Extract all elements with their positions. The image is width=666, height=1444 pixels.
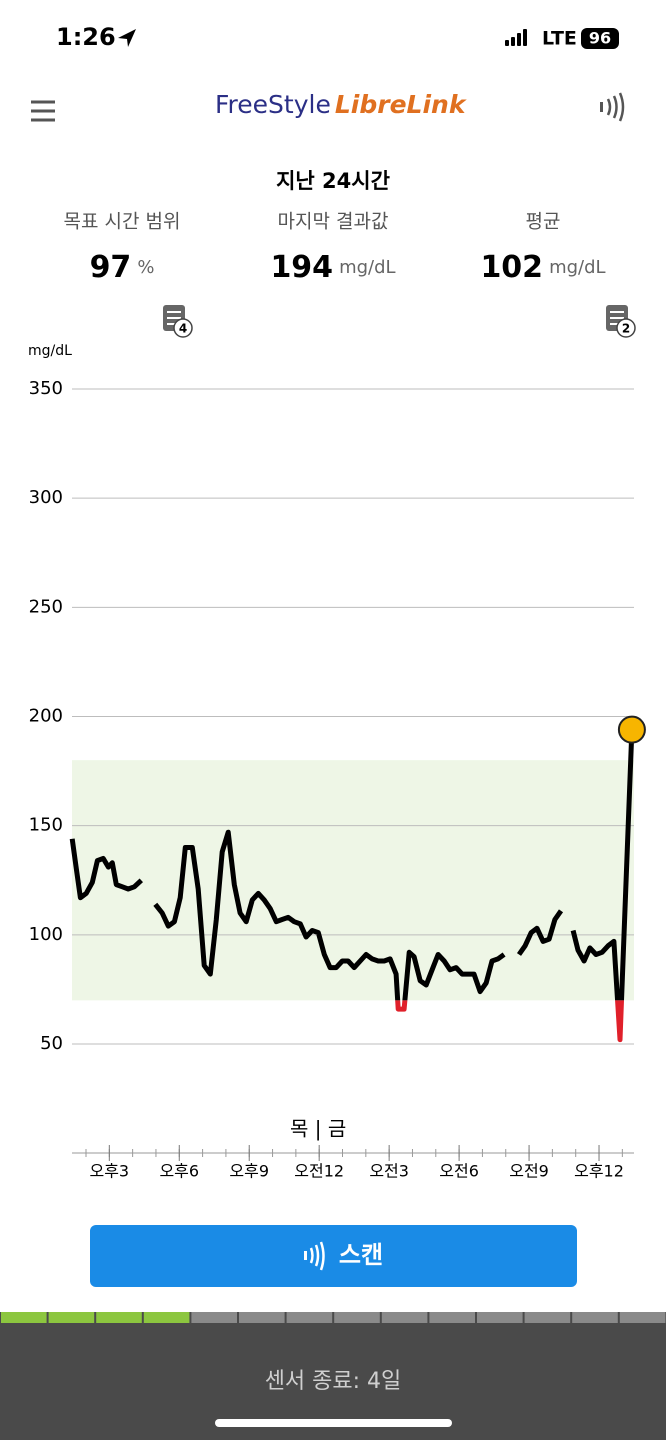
summary-title: 지난 24시간 bbox=[276, 169, 390, 193]
note-badge bbox=[173, 318, 193, 338]
progress-segment bbox=[524, 1312, 571, 1323]
status-time: 1:26 bbox=[56, 23, 116, 51]
scan-button-icon bbox=[304, 1241, 325, 1271]
logo-part: FreeStyle bbox=[215, 90, 331, 119]
y-tick-label: 150 bbox=[29, 815, 63, 836]
menu-button[interactable] bbox=[31, 100, 55, 122]
progress-segment bbox=[381, 1312, 428, 1323]
progress-segment bbox=[477, 1312, 523, 1323]
sensor-status: 센서 종료: 4일 bbox=[265, 1369, 402, 1394]
progress-segment bbox=[96, 1312, 142, 1323]
y-tick-label: 350 bbox=[29, 378, 63, 399]
location-icon bbox=[118, 29, 136, 47]
progress-segment bbox=[143, 1312, 190, 1323]
y-tick-label: 300 bbox=[29, 487, 63, 508]
progress-segment bbox=[1, 1312, 47, 1323]
note-count: 2 bbox=[622, 322, 630, 336]
progress-segment bbox=[286, 1312, 333, 1323]
glucose-line bbox=[69, 729, 635, 1001]
note-icon[interactable]: 4 bbox=[163, 305, 193, 338]
x-tick-label: 오전6 bbox=[439, 1162, 479, 1181]
logo: FreeStyle LibreLink bbox=[215, 90, 467, 119]
x-tick-label: 오전9 bbox=[509, 1162, 549, 1181]
x-tick-label: 오후6 bbox=[159, 1162, 199, 1181]
scan-button-label: 스캔 bbox=[339, 1241, 383, 1269]
progress-segment bbox=[619, 1312, 666, 1323]
day-label: 목 | 금 bbox=[290, 1117, 346, 1141]
progress-segment bbox=[334, 1312, 380, 1323]
stat-unit: mg/dL bbox=[339, 257, 395, 278]
scan-icon[interactable] bbox=[600, 92, 625, 122]
target-range bbox=[72, 760, 634, 1001]
note-badge bbox=[616, 318, 636, 338]
stat-label: 마지막 결과값 bbox=[278, 211, 389, 233]
sensor-progress bbox=[1, 1312, 666, 1323]
progress-segment bbox=[48, 1312, 95, 1323]
stat-unit: % bbox=[137, 257, 154, 278]
stat-number: 194 bbox=[270, 250, 333, 285]
y-tick-label: 50 bbox=[40, 1033, 63, 1054]
network-label: LTE bbox=[542, 28, 577, 50]
progress-segment bbox=[572, 1312, 618, 1323]
stat-value: 194 mg/dL bbox=[270, 250, 395, 285]
battery bbox=[581, 28, 619, 49]
home-indicator bbox=[215, 1419, 452, 1427]
stat-number: 102 bbox=[480, 250, 543, 285]
x-tick-label: 오후3 bbox=[89, 1162, 129, 1181]
x-tick-label: 오후12 bbox=[574, 1162, 624, 1181]
battery-level: 96 bbox=[589, 29, 611, 48]
stat-label: 목표 시간 범위 bbox=[64, 211, 181, 233]
signal-icon bbox=[505, 29, 527, 46]
note-icon[interactable]: 2 bbox=[606, 305, 636, 338]
logo-part: LibreLink bbox=[335, 90, 467, 119]
stat-unit: mg/dL bbox=[549, 257, 605, 278]
x-tick-label: 오전12 bbox=[294, 1162, 344, 1181]
note-count: 4 bbox=[179, 322, 187, 336]
x-tick-label: 오후9 bbox=[229, 1162, 269, 1181]
progress-segment bbox=[429, 1312, 475, 1323]
y-tick-label: 250 bbox=[29, 596, 63, 617]
stat-label: 평균 bbox=[526, 211, 561, 233]
latest-reading bbox=[617, 715, 646, 744]
stat-number: 97 bbox=[90, 250, 132, 285]
scan-button[interactable] bbox=[90, 1225, 577, 1287]
y-tick-label: 100 bbox=[29, 924, 63, 945]
x-tick-label: 오전3 bbox=[369, 1162, 409, 1181]
footer bbox=[0, 1312, 666, 1440]
progress-segment bbox=[239, 1312, 285, 1323]
y-tick-label: 200 bbox=[29, 706, 63, 727]
stat-value: 102 mg/dL bbox=[480, 250, 605, 285]
progress-segment bbox=[191, 1312, 237, 1323]
stat-value: 97% bbox=[90, 250, 155, 285]
y-axis-label: mg/dL bbox=[28, 343, 72, 359]
